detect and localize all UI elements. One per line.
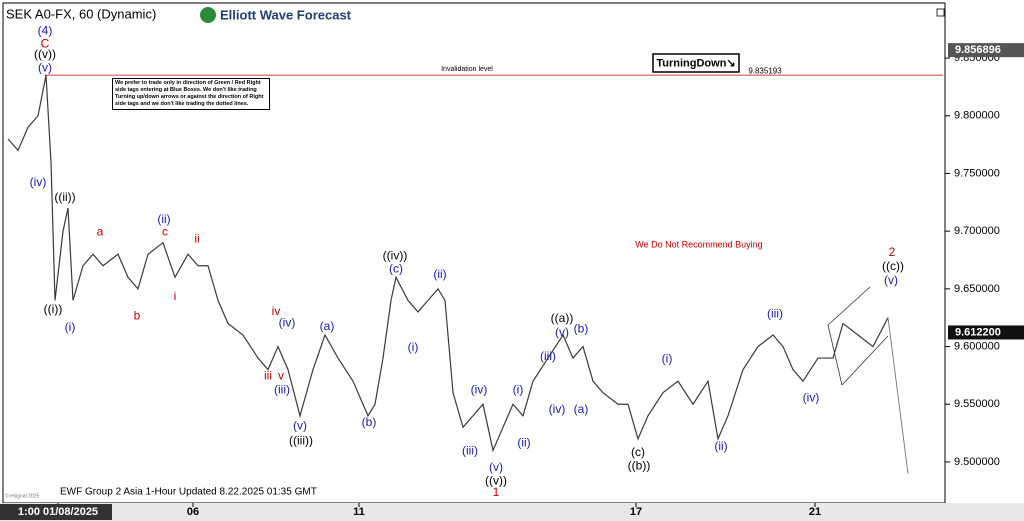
y-tick-label: 9.550000	[954, 398, 1000, 410]
chart-title: SEK A0-FX, 60 (Dynamic)	[6, 6, 156, 21]
price-label-box	[948, 43, 1024, 58]
wave-label: (i)	[408, 340, 419, 354]
wave-label: ((iii))	[289, 433, 313, 447]
x-tick-label: 21	[809, 506, 821, 518]
wave-label: (i)	[513, 383, 524, 397]
channel-line	[827, 286, 871, 326]
wave-label: (iv)	[471, 383, 488, 397]
price-label: 9.612200	[955, 326, 1001, 338]
y-tick-label: 9.700000	[954, 225, 1000, 237]
x-tick-label: 1:00 01/08/2025	[18, 506, 98, 518]
invalidation-label: Invalidation level	[441, 66, 493, 73]
wave-label: (v)	[489, 460, 503, 474]
wave-label: (iv)	[549, 402, 566, 416]
wave-label: (iv)	[30, 175, 47, 189]
y-tick-label: 9.500000	[954, 456, 1000, 468]
signal-box	[652, 53, 740, 73]
wave-label: (iii)	[274, 383, 290, 397]
wave-label: (ii)	[714, 439, 727, 453]
channel-line	[841, 335, 889, 386]
wave-label: (b)	[574, 321, 589, 335]
x-axis-strip	[0, 503, 1024, 521]
price-label: 9.856896	[955, 44, 1001, 56]
wave-label: (4)	[38, 24, 53, 38]
y-tick-label: 9.750000	[954, 167, 1000, 179]
wave-label: (ii)	[157, 212, 170, 226]
wave-label: 1	[493, 485, 500, 499]
wave-label: (iii)	[462, 444, 478, 458]
footer: EWF Group 2 Asia 1-Hour Updated 8.22.202…	[60, 487, 317, 498]
price-label-box	[948, 325, 1024, 340]
channel-line	[827, 324, 843, 386]
wave-label: (i)	[662, 351, 673, 365]
logo: Elliott Wave Forecast	[220, 7, 352, 22]
wave-label: b	[134, 309, 141, 323]
window-icon	[936, 8, 945, 17]
wave-label: (i)	[65, 320, 76, 334]
wave-label: (c)	[389, 261, 403, 275]
wave-label: v	[278, 369, 284, 383]
x-tick-label: 11	[353, 506, 365, 518]
wave-label: iii	[264, 369, 272, 383]
wave-label: C	[41, 36, 50, 50]
wave-label: (iii)	[540, 349, 556, 363]
x-tick-box	[0, 504, 112, 520]
copyright: © eSignal 2025	[5, 492, 39, 499]
note: We prefer to trade only in direction of …	[112, 78, 270, 110]
y-tick-label: 9.650000	[954, 283, 1000, 295]
invalidation-value: 9.835193	[748, 66, 782, 75]
wave-label: (v)	[884, 273, 898, 287]
wave-label: (iii)	[767, 306, 783, 320]
wave-label: (b)	[362, 415, 377, 429]
wave-label: ((v))	[485, 474, 507, 488]
wave-label: ii	[194, 231, 199, 245]
price-line	[7, 75, 889, 453]
wave-label: ((i))	[44, 302, 63, 316]
wave-label: (a)	[320, 319, 335, 333]
wave-label: i	[174, 289, 177, 303]
wave-label: ((v))	[34, 47, 56, 61]
wave-label: (v)	[293, 418, 307, 432]
wave-label: (v)	[38, 61, 52, 75]
x-tick-label: 06	[187, 506, 199, 518]
wave-label: (a)	[574, 402, 589, 416]
warning: We Do Not Recommend Buying	[635, 239, 762, 249]
wave-label: (iv)	[803, 391, 820, 405]
wave-label: (iv)	[279, 316, 296, 330]
wave-label: (c)	[631, 445, 645, 459]
signal: TurningDown↘	[656, 57, 735, 69]
wave-label: (v)	[555, 325, 569, 339]
wave-label: ((b))	[628, 459, 651, 473]
wave-label: ((iv))	[383, 249, 408, 263]
y-tick-label: 9.800000	[954, 110, 1000, 122]
wave-label: a	[97, 224, 104, 238]
wave-label: c	[162, 224, 168, 238]
logo-icon	[200, 7, 216, 23]
wave-label: ((a))	[551, 311, 574, 325]
wave-label: 2	[889, 245, 896, 259]
wave-label: ((c))	[882, 259, 904, 273]
wave-label: iv	[272, 304, 281, 318]
wave-label: (ii)	[517, 436, 530, 450]
wave-label: ((ii))	[54, 190, 75, 204]
x-tick-label: 17	[630, 506, 642, 518]
projection-line	[887, 317, 909, 474]
wave-label: (ii)	[433, 267, 446, 281]
y-tick-label: 9.600000	[954, 340, 1000, 352]
